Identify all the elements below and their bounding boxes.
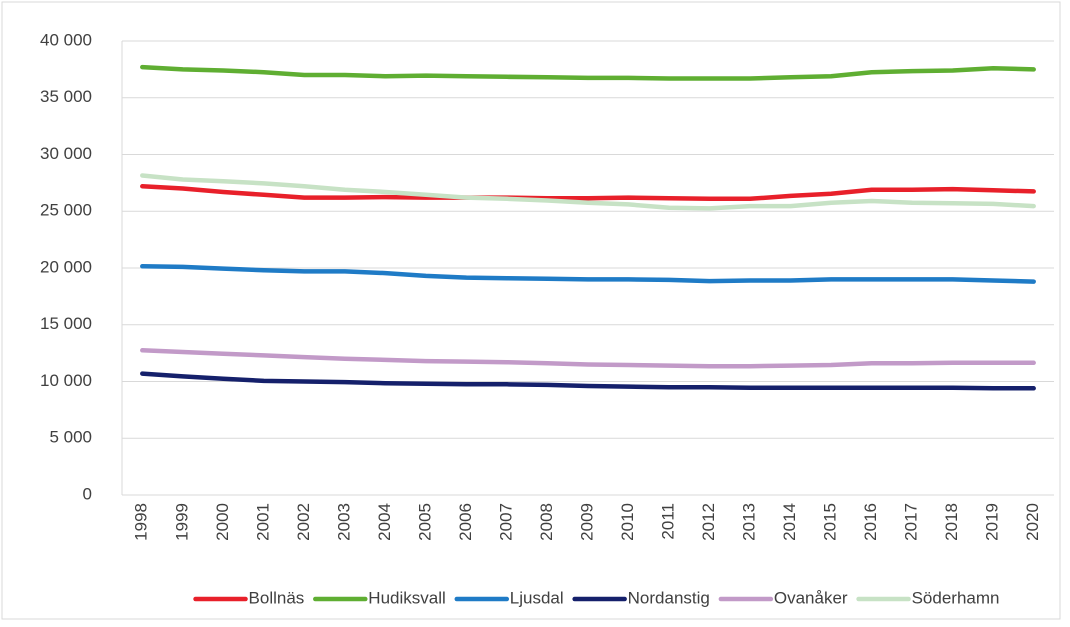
- y-tick-label: 15 000: [40, 314, 92, 333]
- x-tick-label: 2014: [780, 503, 799, 541]
- y-tick-label: 5 000: [49, 428, 92, 447]
- series-line: [140, 64, 1036, 81]
- y-tick-label: 25 000: [40, 201, 92, 220]
- x-tick-label: 2000: [213, 503, 232, 541]
- x-tick-label: 2005: [415, 503, 434, 541]
- x-tick-label: 2018: [942, 503, 961, 541]
- legend-label: Ljusdal: [510, 588, 564, 607]
- series-line: [140, 264, 1036, 284]
- x-tick-label: 2015: [821, 503, 840, 541]
- series-line: [140, 371, 1036, 391]
- y-tick-label: 30 000: [40, 144, 92, 163]
- x-tick-label: 2004: [375, 503, 394, 541]
- x-tick-label: 2001: [253, 503, 272, 541]
- chart-border: [1, 1, 1061, 620]
- x-tick-label: 2003: [334, 503, 353, 541]
- legend-label: Bollnäs: [249, 588, 305, 607]
- x-tick-label: 2016: [861, 503, 880, 541]
- y-tick-label: 35 000: [40, 87, 92, 106]
- y-tick-label: 40 000: [40, 30, 92, 49]
- legend-label: Ovanåker: [774, 588, 848, 607]
- x-tick-label: 2010: [618, 503, 637, 541]
- legend-label: Nordanstig: [628, 588, 710, 607]
- series-line: [140, 184, 1036, 202]
- x-tick-label: 1999: [172, 503, 191, 541]
- x-tick-label: 2007: [496, 503, 515, 541]
- x-tick-label: 2009: [577, 503, 596, 541]
- x-tick-label: 2002: [294, 503, 313, 541]
- x-tick-label: 2006: [456, 503, 475, 541]
- series-line: [140, 173, 1036, 211]
- y-tick-label: 0: [83, 484, 92, 503]
- x-tick-label: 2011: [659, 503, 678, 540]
- x-tick-label: 2008: [537, 503, 556, 541]
- legend-label: Söderhamn: [912, 588, 1000, 607]
- x-tick-label: 2013: [740, 503, 759, 541]
- x-tick-label: 2012: [699, 503, 718, 541]
- x-tick-label: 1998: [132, 503, 151, 541]
- series-line: [140, 348, 1036, 369]
- x-tick-label: 2019: [983, 503, 1002, 541]
- x-tick-label: 2017: [902, 503, 921, 541]
- y-tick-label: 10 000: [40, 371, 92, 390]
- legend-label: Hudiksvall: [368, 588, 445, 607]
- x-tick-label: 2020: [1023, 503, 1042, 541]
- y-tick-label: 20 000: [40, 257, 92, 276]
